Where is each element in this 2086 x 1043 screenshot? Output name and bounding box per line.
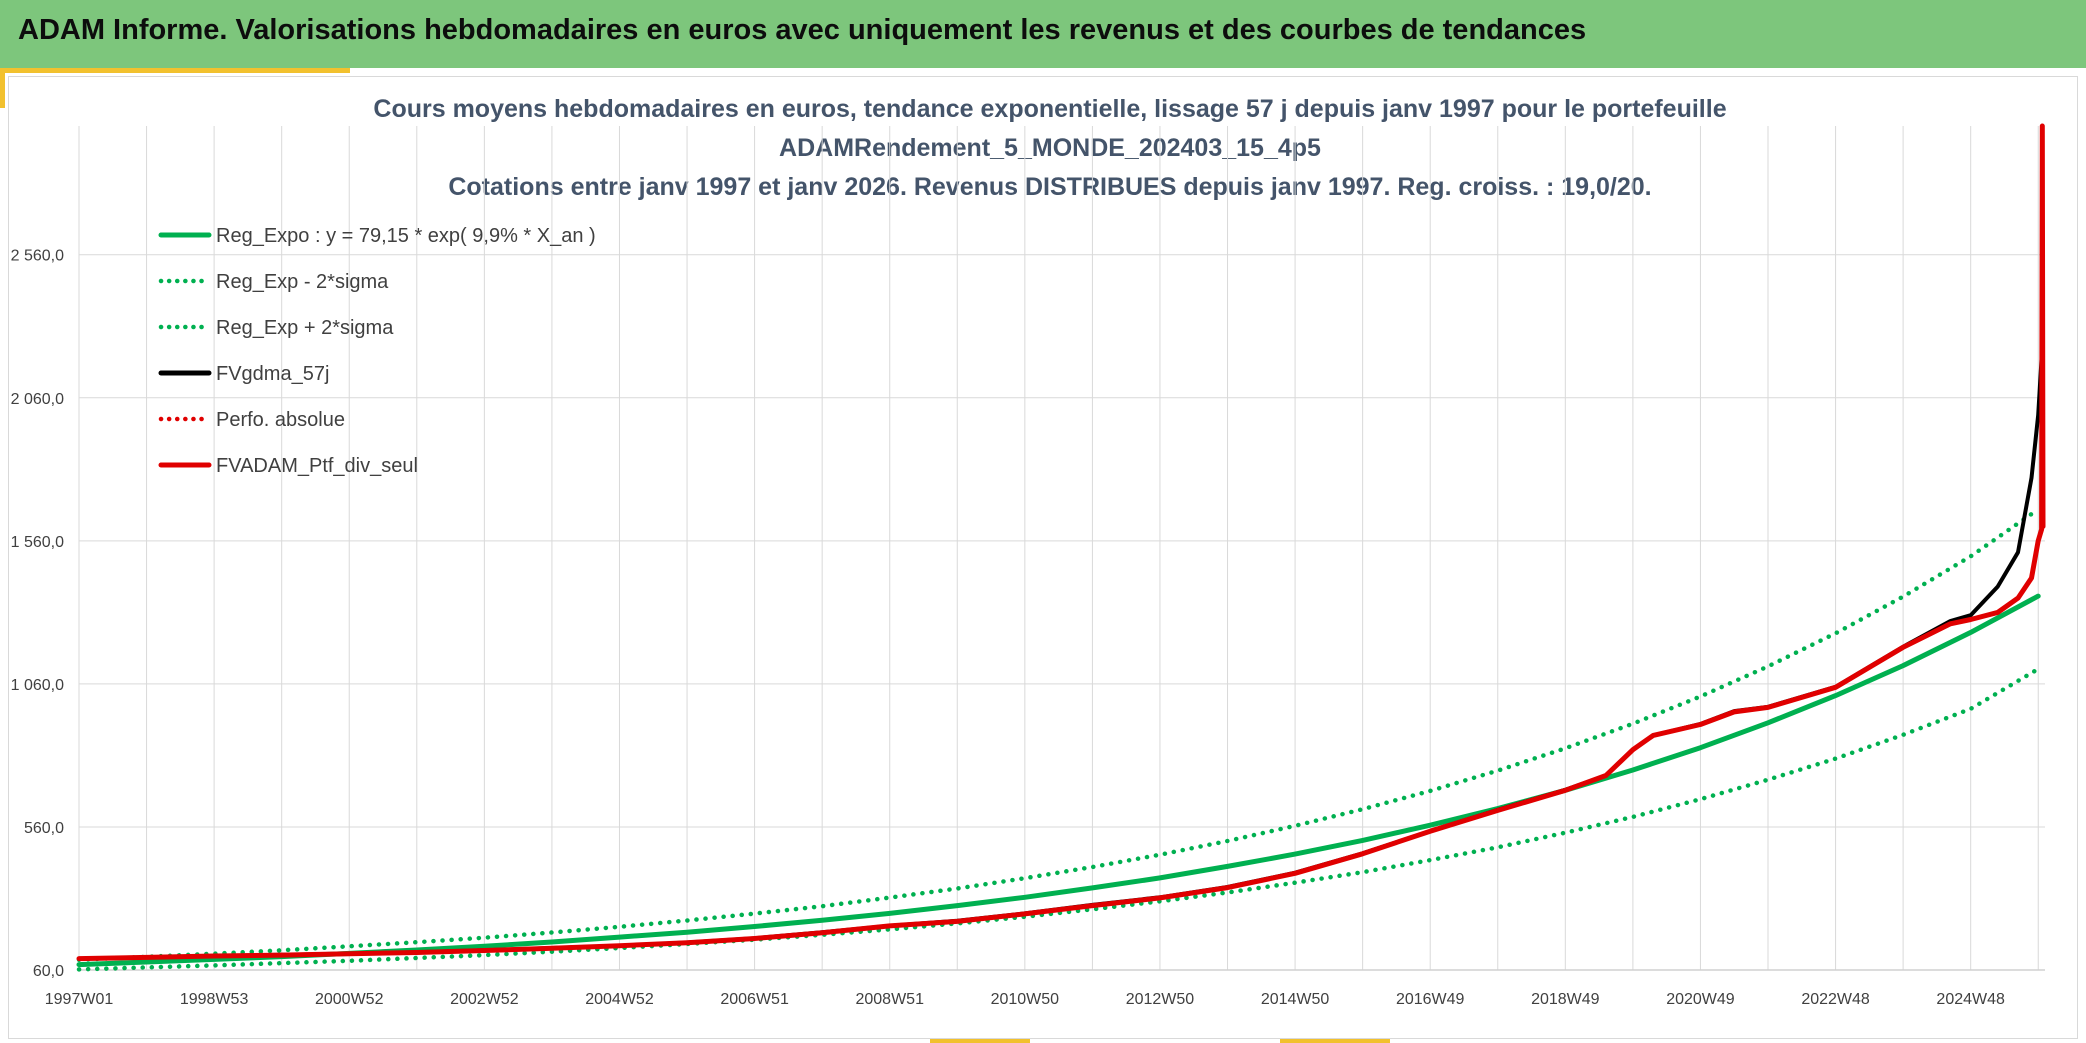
series-group (76, 123, 2046, 972)
accent-bottom-2 (1280, 1039, 1390, 1043)
series-fvgdma-57j (77, 355, 2044, 961)
legend: Reg_Expo : y = 79,15 * exp( 9,9% * X_an … (158, 225, 596, 477)
x-tick-label: 2012W50 (1126, 991, 1195, 1008)
chart-title-line-2: ADAMRendement_5_MONDE_202403_15_4p5 (779, 134, 1321, 162)
chart-frame (8, 76, 2078, 1039)
legend-label: Reg_Exp - 2*sigma (216, 271, 389, 293)
accent-side-stripe (0, 68, 5, 108)
page-title: ADAM Informe. Valorisations hebdomadaire… (18, 14, 1587, 46)
series-reg-exp-2-sigma (76, 507, 2041, 962)
x-tick-label: 2008W51 (855, 991, 924, 1008)
y-tick-label: 2 560,0 (11, 248, 64, 265)
y-tick-label: 1 060,0 (11, 677, 64, 694)
y-tick-label: 60,0 (33, 963, 64, 980)
x-tick-label: 2024W48 (1936, 991, 2005, 1008)
x-tick-label: 2016W49 (1396, 991, 1465, 1008)
x-tick-label: 2014W50 (1261, 991, 1330, 1008)
vertical-gridlines (78, 126, 2045, 971)
x-tick-label: 2000W52 (315, 991, 384, 1008)
legend-label: Perfo. absolue (216, 409, 345, 431)
legend-label: Reg_Expo : y = 79,15 * exp( 9,9% * X_an … (216, 225, 596, 247)
x-tick-label: 2020W49 (1666, 991, 1735, 1008)
x-tick-label: 2010W50 (991, 991, 1060, 1008)
y-tick-label: 2 060,0 (11, 391, 64, 408)
accent-bottom-1 (930, 1039, 1030, 1043)
x-tick-label: 2006W51 (720, 991, 789, 1008)
x-tick-label: 2018W49 (1531, 991, 1600, 1008)
legend-label: Reg_Exp + 2*sigma (216, 317, 394, 339)
x-axis-labels: 1997W01 1998W53 2000W52 2002W52 2004W52 2006W… (45, 991, 2005, 1008)
y-tick-label: 1 560,0 (11, 534, 64, 551)
x-tick-label: 1997W01 (45, 991, 114, 1008)
series-fvadam-ptf-div-seul (76, 123, 2046, 962)
header-bar: ADAM Informe. Valorisations hebdomadaire… (0, 0, 2086, 68)
chart-title-line-3: Cotations entre janv 1997 et janv 2026. … (448, 173, 1651, 201)
horizontal-gridlines (79, 254, 2045, 971)
y-tick-label: 560,0 (24, 820, 64, 837)
x-tick-label: 2002W52 (450, 991, 519, 1008)
x-tick-label: 2004W52 (585, 991, 654, 1008)
chart-title-line-1: Cours moyens hebdomadaires en euros, ten… (373, 95, 1726, 123)
series-reg-exp-2-sigma (76, 666, 2041, 972)
x-tick-label: 1998W53 (180, 991, 249, 1008)
legend-label: FVgdma_57j (216, 363, 329, 385)
x-tick-label: 2022W48 (1801, 991, 1870, 1008)
y-axis-labels: 60,0 560,0 1 060,0 1 560,0 2 060,0 2 560,0 (11, 248, 64, 980)
accent-stripe (0, 68, 350, 73)
legend-label: FVADAM_Ptf_div_seul (216, 455, 418, 477)
